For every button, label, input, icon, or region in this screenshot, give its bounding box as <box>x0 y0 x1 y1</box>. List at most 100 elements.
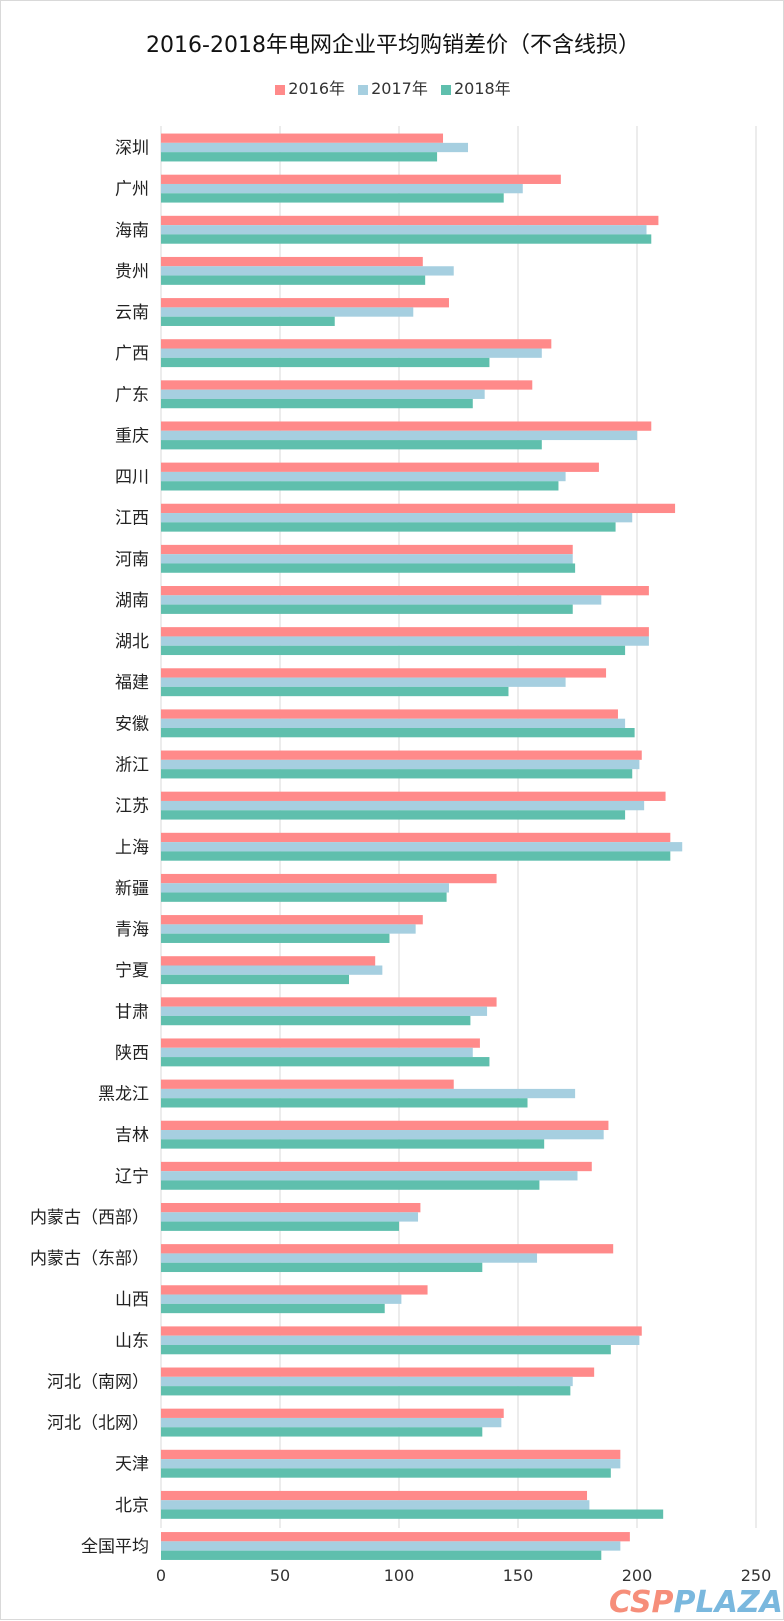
category-label: 宁夏 <box>115 961 149 981</box>
bar-2017年-广州 <box>161 183 523 194</box>
bar-2016年-广西 <box>161 339 552 349</box>
bar-2016年-吉林 <box>161 1120 609 1131</box>
category-label: 新疆 <box>115 879 149 899</box>
bar-2017年-湖南 <box>161 595 602 605</box>
bar-2016年-重庆 <box>161 421 652 431</box>
bar-2016年-山西 <box>161 1285 428 1295</box>
bar-2018年-甘肃 <box>161 1015 471 1026</box>
bar-2016年-深圳 <box>161 133 444 143</box>
bar-2018年-河北（北网） <box>161 1427 483 1437</box>
bar-2017年-吉林 <box>161 1130 604 1140</box>
legend-swatch-2018 <box>440 84 451 95</box>
bar-2017年-浙江 <box>161 759 640 770</box>
bar-2017年-北京 <box>161 1500 590 1510</box>
bar-2016年-北京 <box>161 1490 588 1501</box>
category-label: 重庆 <box>115 426 149 446</box>
category-label: 北京 <box>115 1496 149 1516</box>
category-label: 湖南 <box>115 591 149 611</box>
bar-2018年-上海 <box>161 851 671 861</box>
bar-2017年-河南 <box>161 554 573 564</box>
bar-2017年-宁夏 <box>161 965 383 975</box>
bar-2017年-广西 <box>161 348 542 358</box>
bar-2017年-江西 <box>161 513 633 523</box>
bar-2016年-甘肃 <box>161 997 497 1007</box>
watermark-logo: CSPPLAZA <box>609 1585 783 1620</box>
bar-2018年-内蒙古（西部） <box>161 1221 399 1231</box>
bar-2018年-山东 <box>161 1344 611 1355</box>
bar-2016年-云南 <box>161 298 449 308</box>
bar-2016年-河北（南网） <box>161 1367 595 1377</box>
x-tick-label: 0 <box>156 1566 166 1585</box>
bar-2016年-内蒙古（东部） <box>161 1244 614 1254</box>
bar-2017年-黑龙江 <box>161 1088 576 1099</box>
bar-2016年-山东 <box>161 1326 642 1336</box>
bar-2018年-黑龙江 <box>161 1098 528 1108</box>
x-tick-label: 200 <box>622 1566 653 1585</box>
bar-2017年-贵州 <box>161 266 454 276</box>
bar-2018年-湖北 <box>161 645 626 656</box>
bar-2017年-辽宁 <box>161 1171 578 1181</box>
bar-2017年-重庆 <box>161 430 637 441</box>
bar-2017年-内蒙古（东部） <box>161 1253 538 1263</box>
category-label: 广州 <box>115 180 149 200</box>
category-label: 海南 <box>115 221 149 241</box>
bar-2016年-上海 <box>161 832 671 843</box>
category-label: 广东 <box>115 385 149 405</box>
bar-2017年-湖北 <box>161 636 649 646</box>
bar-2017年-山西 <box>161 1294 402 1304</box>
bar-2018年-广州 <box>161 193 504 203</box>
category-label: 福建 <box>115 673 149 693</box>
category-label: 河北（北网） <box>47 1414 149 1434</box>
category-label: 浙江 <box>115 755 149 775</box>
legend-swatch-2016 <box>275 84 286 95</box>
bar-2016年-福建 <box>161 668 607 678</box>
bar-2017年-四川 <box>161 471 566 482</box>
category-label: 河北（南网） <box>47 1372 149 1392</box>
bar-2018年-宁夏 <box>161 974 350 985</box>
bar-2017年-云南 <box>161 307 414 317</box>
bar-2016年-浙江 <box>161 750 642 760</box>
bar-2018年-安徽 <box>161 728 635 738</box>
bar-2018年-青海 <box>161 933 390 943</box>
bar-2018年-重庆 <box>161 440 542 450</box>
bar-2016年-海南 <box>161 215 659 226</box>
bar-2017年-山东 <box>161 1335 640 1345</box>
bar-2018年-北京 <box>161 1509 664 1519</box>
bar-2016年-广东 <box>161 380 533 390</box>
legend-label-2018: 2018年 <box>453 79 511 98</box>
bar-2017年-陕西 <box>161 1047 473 1058</box>
category-label: 江西 <box>115 509 149 529</box>
bar-2016年-宁夏 <box>161 956 376 966</box>
bar-2016年-青海 <box>161 915 423 925</box>
category-label: 江苏 <box>115 797 149 817</box>
bar-2018年-深圳 <box>161 152 438 162</box>
bar-2017年-全国平均 <box>161 1541 621 1551</box>
bar-2018年-陕西 <box>161 1057 490 1067</box>
bar-2016年-湖南 <box>161 586 649 596</box>
bar-2016年-内蒙古（西部） <box>161 1202 421 1213</box>
bar-2016年-贵州 <box>161 256 423 267</box>
bar-2018年-辽宁 <box>161 1180 540 1190</box>
bar-2016年-河北（北网） <box>161 1408 504 1418</box>
category-label: 贵州 <box>115 262 149 282</box>
bar-2016年-江西 <box>161 503 676 514</box>
category-label: 山西 <box>115 1290 149 1310</box>
bar-2016年-天津 <box>161 1449 621 1460</box>
bar-2017年-甘肃 <box>161 1006 488 1016</box>
bar-2017年-青海 <box>161 924 416 934</box>
bar-2016年-四川 <box>161 462 599 472</box>
bar-2016年-陕西 <box>161 1038 480 1048</box>
bar-2017年-江苏 <box>161 800 645 811</box>
bar-2016年-湖北 <box>161 627 649 637</box>
bar-2017年-新疆 <box>161 883 449 893</box>
category-label: 安徽 <box>115 714 149 734</box>
legend: 2016年 2017年 2018年 <box>1 75 784 99</box>
x-tick-label: 250 <box>741 1566 772 1585</box>
bar-2018年-全国平均 <box>161 1550 602 1560</box>
category-label: 内蒙古（东部） <box>30 1249 149 1269</box>
bar-2018年-福建 <box>161 686 509 697</box>
bar-2018年-江苏 <box>161 810 626 820</box>
bar-2018年-天津 <box>161 1468 611 1478</box>
category-label: 吉林 <box>115 1126 149 1146</box>
